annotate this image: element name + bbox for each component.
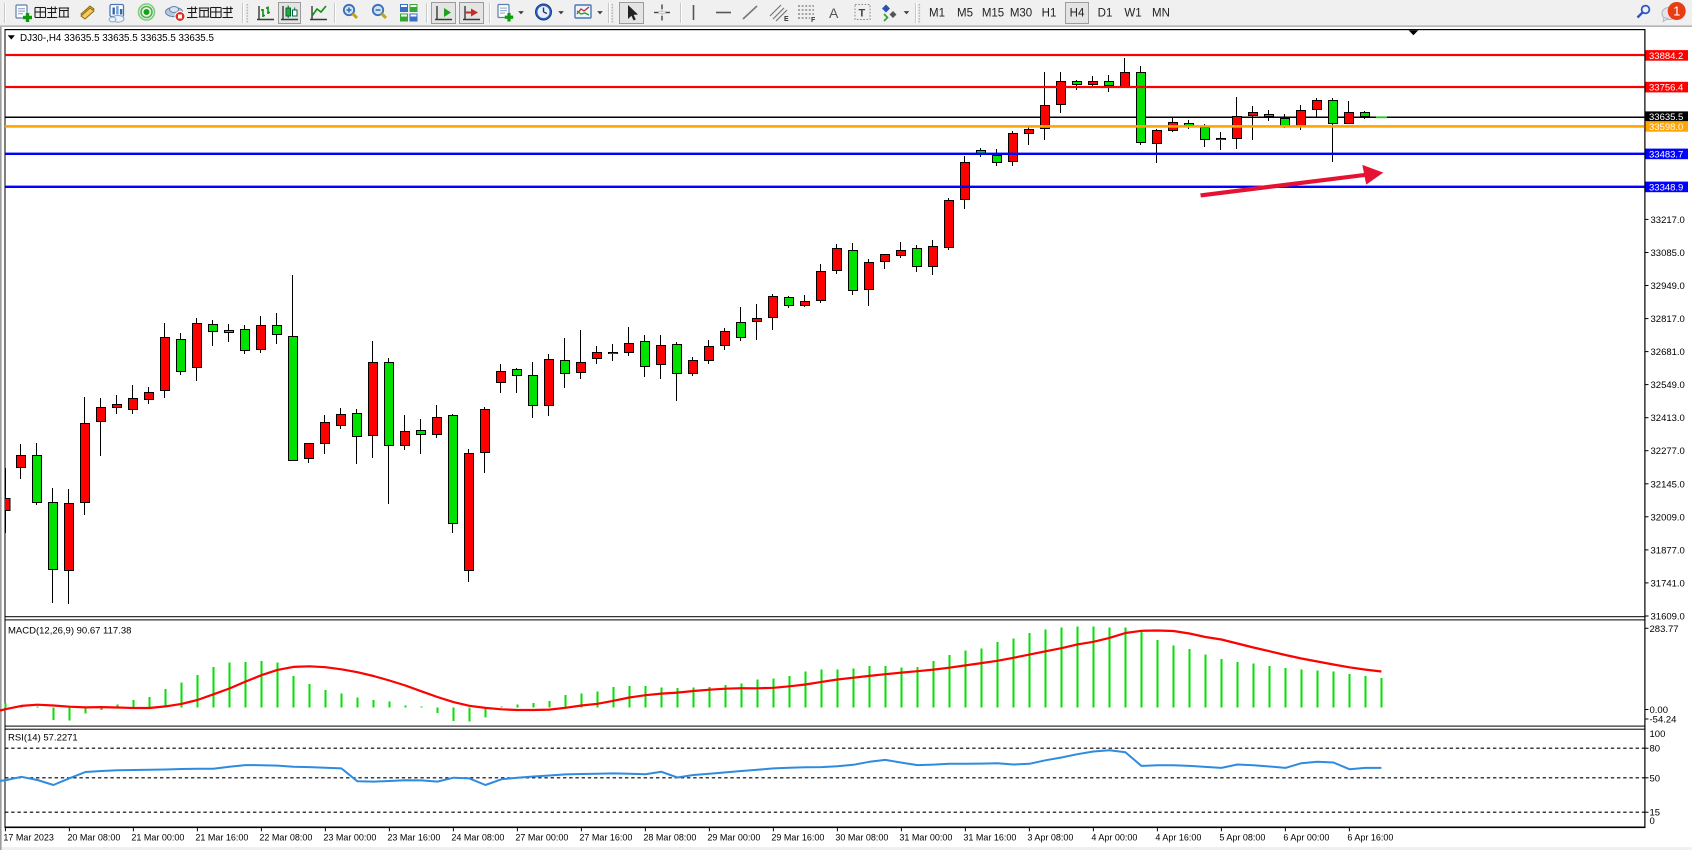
svg-text:32681.0: 32681.0 — [1651, 347, 1685, 358]
svg-text:15: 15 — [1650, 808, 1661, 819]
svg-text:D1: D1 — [1098, 8, 1113, 20]
svg-text:32009.0: 32009.0 — [1651, 512, 1685, 523]
svg-text:33598.0: 33598.0 — [1649, 122, 1683, 133]
svg-text:-54.24: -54.24 — [1650, 715, 1677, 726]
svg-text:33348.9: 33348.9 — [1649, 182, 1683, 193]
svg-text:M30: M30 — [1010, 8, 1032, 20]
svg-text:283.77: 283.77 — [1650, 624, 1679, 635]
svg-text:100: 100 — [1650, 729, 1666, 740]
svg-text:31609.0: 31609.0 — [1651, 612, 1685, 623]
svg-text:0: 0 — [1650, 816, 1655, 827]
svg-text:31741.0: 31741.0 — [1651, 578, 1685, 589]
svg-text:0.00: 0.00 — [1650, 705, 1669, 716]
svg-text:17 Mar 2023: 17 Mar 2023 — [3, 832, 54, 842]
svg-text:27 Mar 00:00: 27 Mar 00:00 — [515, 832, 568, 842]
svg-text:5 Apr 08:00: 5 Apr 08:00 — [1219, 832, 1265, 842]
svg-text:80: 80 — [1650, 744, 1661, 755]
svg-text:RSI(14) 57.2271: RSI(14) 57.2271 — [8, 733, 78, 744]
svg-text:32549.0: 32549.0 — [1651, 380, 1685, 391]
svg-text:H4: H4 — [1070, 8, 1085, 20]
svg-text:DJ30-,H4 33635.5 33635.5 3363: DJ30-,H4 33635.5 33635.5 33635.5 33635.5 — [20, 33, 214, 44]
svg-text:32277.0: 32277.0 — [1651, 446, 1685, 457]
svg-text:29 Mar 00:00: 29 Mar 00:00 — [707, 832, 760, 842]
svg-text:M5: M5 — [957, 8, 973, 20]
svg-text:33217.0: 33217.0 — [1651, 215, 1685, 226]
svg-text:6 Apr 00:00: 6 Apr 00:00 — [1283, 832, 1329, 842]
svg-text:MACD(12,26,9) 90.67 117.38: MACD(12,26,9) 90.67 117.38 — [8, 626, 131, 637]
svg-text:32949.0: 32949.0 — [1651, 281, 1685, 292]
svg-text:33756.4: 33756.4 — [1649, 83, 1683, 94]
svg-text:31 Mar 00:00: 31 Mar 00:00 — [899, 832, 952, 842]
svg-text:23 Mar 16:00: 23 Mar 16:00 — [387, 832, 440, 842]
svg-text:31 Mar 16:00: 31 Mar 16:00 — [963, 832, 1016, 842]
svg-text:27 Mar 16:00: 27 Mar 16:00 — [579, 832, 632, 842]
svg-text:H1: H1 — [1042, 8, 1057, 20]
svg-text:33085.0: 33085.0 — [1651, 248, 1685, 259]
svg-text:6 Apr 16:00: 6 Apr 16:00 — [1347, 832, 1393, 842]
svg-text:33884.2: 33884.2 — [1649, 51, 1683, 62]
svg-text:30 Mar 08:00: 30 Mar 08:00 — [835, 832, 888, 842]
svg-text:W1: W1 — [1124, 8, 1141, 20]
svg-text:22 Mar 08:00: 22 Mar 08:00 — [259, 832, 312, 842]
svg-text:28 Mar 08:00: 28 Mar 08:00 — [643, 832, 696, 842]
svg-text:31877.0: 31877.0 — [1651, 545, 1685, 556]
svg-text:M15: M15 — [982, 8, 1004, 20]
svg-text:21 Mar 16:00: 21 Mar 16:00 — [195, 832, 248, 842]
svg-text:33483.7: 33483.7 — [1649, 149, 1683, 160]
svg-text:4 Apr 16:00: 4 Apr 16:00 — [1155, 832, 1201, 842]
svg-text:M1: M1 — [929, 8, 945, 20]
svg-text:1: 1 — [1673, 4, 1680, 19]
svg-text:24 Mar 08:00: 24 Mar 08:00 — [451, 832, 504, 842]
svg-text:23 Mar 00:00: 23 Mar 00:00 — [323, 832, 376, 842]
svg-text:F: F — [811, 17, 816, 24]
svg-text:33635.5: 33635.5 — [1649, 112, 1683, 123]
svg-text:29 Mar 16:00: 29 Mar 16:00 — [771, 832, 824, 842]
svg-text:3 Apr 08:00: 3 Apr 08:00 — [1027, 832, 1073, 842]
svg-text:MN: MN — [1152, 8, 1170, 20]
svg-text:50: 50 — [1650, 773, 1661, 784]
svg-text:E: E — [784, 16, 789, 23]
svg-text:4 Apr 00:00: 4 Apr 00:00 — [1091, 832, 1137, 842]
svg-text:20 Mar 08:00: 20 Mar 08:00 — [67, 832, 120, 842]
svg-text:32817.0: 32817.0 — [1651, 314, 1685, 325]
svg-text:A: A — [829, 5, 839, 21]
svg-text:32413.0: 32413.0 — [1651, 413, 1685, 424]
svg-text:32145.0: 32145.0 — [1651, 479, 1685, 490]
svg-text:T: T — [859, 8, 866, 20]
svg-text:21 Mar 00:00: 21 Mar 00:00 — [131, 832, 184, 842]
